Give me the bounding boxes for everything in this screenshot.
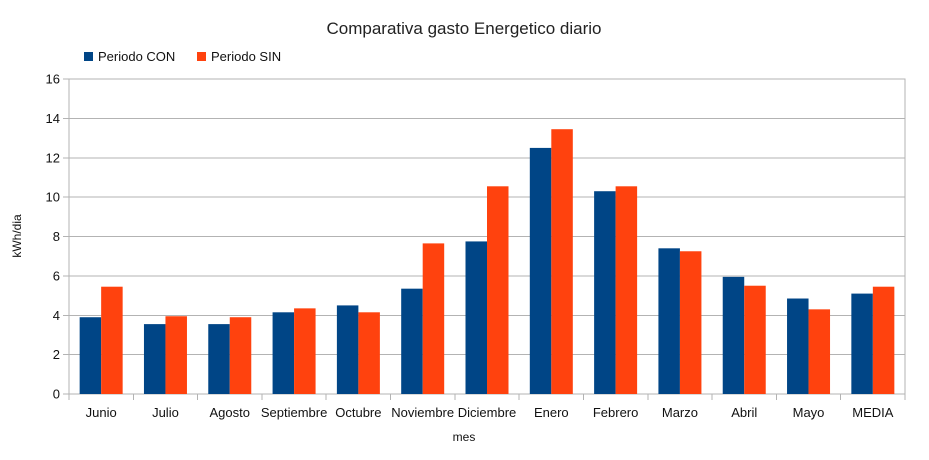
bar-periodo-sin <box>615 186 638 394</box>
bar-periodo-con <box>208 324 230 394</box>
bars-group <box>79 129 895 394</box>
legend: Periodo CON Periodo SIN <box>84 49 281 64</box>
x-tick-label: Diciembre <box>458 405 517 420</box>
bar-periodo-con <box>722 276 745 394</box>
y-tick-label: 12 <box>46 150 60 165</box>
x-tick-label: Marzo <box>662 405 698 420</box>
bar-periodo-con <box>529 147 552 394</box>
bar-periodo-con <box>336 305 359 394</box>
bar-periodo-con <box>851 293 873 394</box>
bar-periodo-sin <box>294 308 316 394</box>
x-tick-label: Enero <box>534 405 569 420</box>
chart-title: Comparativa gasto Energetico diario <box>327 19 602 38</box>
x-tick-label: Mayo <box>793 405 825 420</box>
y-tick-label: 8 <box>53 229 60 244</box>
x-tick-label: MEDIA <box>852 405 894 420</box>
y-tick-label: 6 <box>53 268 60 283</box>
y-tick-label: 4 <box>53 308 60 323</box>
y-axis-ticks: 0 2 4 6 8 10 12 14 16 <box>46 72 60 402</box>
y-tick-label: 10 <box>46 190 60 205</box>
x-tick-label: Agosto <box>210 405 250 420</box>
bar-periodo-con <box>401 288 423 394</box>
legend-swatch <box>84 52 93 61</box>
bar-periodo-sin <box>487 186 509 394</box>
x-axis-ticks: Junio Julio Agosto Septiembre Octubre Noviemb… <box>86 405 894 420</box>
bar-periodo-con <box>272 312 295 394</box>
x-tick-label: Febrero <box>593 405 639 420</box>
bar-periodo-sin <box>872 286 895 394</box>
bar-periodo-sin <box>551 129 573 394</box>
bar-periodo-sin <box>422 243 445 394</box>
bar-periodo-sin <box>744 285 766 394</box>
y-tick-label: 16 <box>46 72 60 87</box>
y-tick-label: 0 <box>53 387 60 402</box>
y-tick-label: 2 <box>53 347 60 362</box>
x-tick-label: Abril <box>731 405 757 420</box>
legend-swatch <box>197 52 206 61</box>
bar-periodo-sin <box>229 317 252 394</box>
legend-label: Periodo CON <box>98 49 175 64</box>
x-tick-label: Noviembre <box>391 405 454 420</box>
bar-periodo-sin <box>165 316 187 394</box>
x-tick-label: Junio <box>86 405 117 420</box>
bar-periodo-sin <box>808 309 831 394</box>
bar-periodo-con <box>79 317 102 394</box>
x-tick-label: Octubre <box>335 405 381 420</box>
x-tick-label: Julio <box>152 405 179 420</box>
y-tick-label: 14 <box>46 111 60 126</box>
x-axis-label: mes <box>453 430 476 444</box>
bar-periodo-con <box>594 191 616 394</box>
bar-periodo-con <box>143 324 166 394</box>
bar-periodo-sin <box>358 312 380 394</box>
x-tick-label: Septiembre <box>261 405 327 420</box>
legend-label: Periodo SIN <box>211 49 281 64</box>
bar-periodo-sin <box>101 286 123 394</box>
bar-periodo-con <box>465 241 487 394</box>
bar-periodo-con <box>658 248 680 394</box>
bar-periodo-con <box>787 298 809 394</box>
bar-periodo-sin <box>679 251 702 394</box>
y-axis-label: kWh/dia <box>10 214 24 258</box>
